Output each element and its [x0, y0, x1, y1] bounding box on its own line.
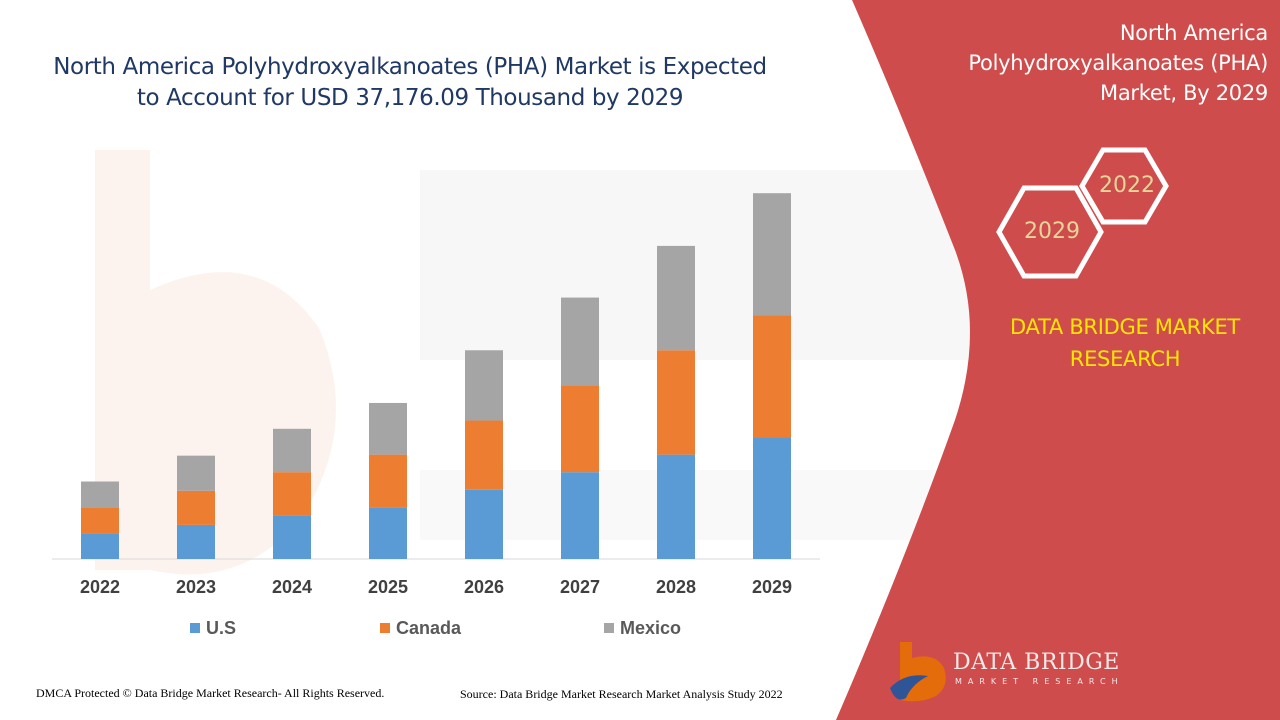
legend-item-mexico: Mexico [604, 617, 681, 639]
bar-us-2024 [273, 515, 311, 559]
bars-group [81, 193, 791, 559]
bar-canada-2026 [465, 420, 503, 490]
hexagon-front-label: 2029 [1024, 219, 1080, 244]
bar-us-2029 [753, 437, 791, 559]
panel-title: North America Polyhydroxyalkanoates (PHA… [968, 21, 1268, 105]
bar-mexico-2022 [81, 481, 119, 508]
bar-canada-2029 [753, 315, 791, 438]
legend-label-us: U.S [206, 617, 237, 638]
x-tick-label-2028: 2028 [656, 577, 696, 597]
bar-canada-2028 [657, 350, 695, 455]
bar-mexico-2027 [561, 297, 599, 386]
x-tick-label-2027: 2027 [560, 577, 600, 597]
logo-name: DATA BRIDGE [953, 650, 1120, 675]
chart-title: North America Polyhydroxyalkanoates (PHA… [53, 54, 767, 111]
x-tick-label-2025: 2025 [368, 577, 408, 597]
bar-mexico-2028 [657, 245, 695, 351]
hexagon-back-icon [1079, 147, 1169, 225]
bar-canada-2022 [81, 507, 119, 534]
logo-tagline: MARKET RESEARCH [955, 677, 1124, 686]
x-tick-label-2023: 2023 [176, 577, 216, 597]
x-tick-label-2024: 2024 [272, 577, 312, 597]
bar-us-2025 [369, 507, 407, 559]
legend-swatch-mexico [604, 623, 614, 633]
legend-swatch-us [190, 623, 200, 633]
x-tick-label-2022: 2022 [80, 577, 120, 597]
bar-us-2022 [81, 533, 119, 559]
bar-mexico-2025 [369, 402, 407, 455]
legend-item-us: U.S [190, 617, 236, 639]
data-bridge-logo-icon [890, 642, 946, 702]
legend-item-canada: Canada [380, 617, 461, 639]
x-tick-labels: 2022 2023 2024 2025 2026 2027 2028 2029 [80, 577, 792, 597]
copyright-notice: DMCA Protected © Data Bridge Market Rese… [36, 686, 385, 700]
bar-us-2027 [561, 472, 599, 559]
source-note: Source: Data Bridge Market Research Mark… [460, 687, 783, 701]
x-tick-label-2026: 2026 [464, 577, 504, 597]
bar-canada-2023 [177, 490, 215, 525]
bar-mexico-2024 [273, 428, 311, 473]
bar-us-2028 [657, 454, 695, 559]
bar-us-2026 [465, 489, 503, 559]
bar-mexico-2026 [465, 350, 503, 421]
side-panel [836, 0, 1280, 720]
bar-canada-2025 [369, 454, 407, 508]
bar-us-2023 [177, 524, 215, 559]
bar-mexico-2023 [177, 455, 215, 491]
hexagon-front-icon [996, 185, 1104, 279]
legend-label-mexico: Mexico [620, 617, 682, 638]
legend-swatch-canada [380, 623, 390, 633]
hexagon-back-label: 2022 [1099, 173, 1155, 198]
bar-mexico-2029 [753, 193, 791, 316]
brand-name: DATA BRIDGE MARKET RESEARCH [1010, 315, 1240, 371]
bar-canada-2024 [273, 472, 311, 516]
legend-label-canada: Canada [396, 617, 462, 638]
bar-canada-2027 [561, 385, 599, 473]
x-tick-label-2029: 2029 [752, 577, 792, 597]
